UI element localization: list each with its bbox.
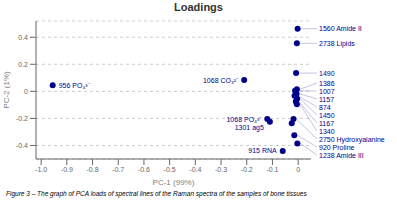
svg-text:920 Proline: 920 Proline — [319, 144, 355, 151]
svg-text:-0.8: -0.8 — [87, 166, 99, 173]
svg-text:PC-1 (99%): PC-1 (99%) — [153, 178, 195, 187]
svg-text:-0.9: -0.9 — [61, 166, 73, 173]
svg-text:0.2: 0.2 — [18, 61, 28, 68]
html-text:Loadings: Loadings — [174, 1, 223, 13]
svg-text:-0.2: -0.2 — [16, 115, 28, 122]
svg-text:1167: 1167 — [319, 120, 334, 127]
svg-text:1450: 1450 — [319, 112, 335, 119]
svg-text:1238 Amide III: 1238 Amide III — [319, 152, 364, 159]
svg-text:2750 Hydroxyalanine: 2750 Hydroxyalanine — [319, 136, 385, 144]
svg-text:1007: 1007 — [319, 88, 335, 95]
svg-text:1301 ag5: 1301 ag5 — [235, 124, 264, 132]
svg-text:956 PO₄³⁻: 956 PO₄³⁻ — [59, 82, 91, 89]
svg-text:874: 874 — [319, 104, 331, 111]
svg-text:1560 Amide II: 1560 Amide II — [319, 25, 362, 32]
svg-text:-0.3: -0.3 — [215, 166, 227, 173]
svg-text:1490: 1490 — [319, 70, 335, 77]
svg-text:-0.2: -0.2 — [241, 166, 253, 173]
svg-text:-0.1: -0.1 — [266, 166, 278, 173]
svg-text:0: 0 — [296, 166, 300, 173]
svg-text:915 RNA: 915 RNA — [248, 147, 277, 154]
svg-text:-0.4: -0.4 — [16, 142, 28, 149]
svg-text:0: 0 — [24, 88, 28, 95]
svg-text:1157: 1157 — [319, 96, 334, 103]
svg-text:0.4: 0.4 — [18, 34, 28, 41]
svg-text:-1.0: -1.0 — [35, 166, 47, 173]
svg-text:1386: 1386 — [319, 80, 335, 87]
svg-text:2738 Lipids: 2738 Lipids — [319, 40, 355, 48]
svg-text:1340: 1340 — [319, 128, 335, 135]
svg-text:PC-2 (1%): PC-2 (1%) — [8, 71, 11, 109]
html-text:Figure 3 – The graph of PCA lo: Figure 3 – The graph of PCA loads of spe… — [6, 190, 307, 197]
svg-text:1068 PO₄³⁻: 1068 PO₄³⁻ — [226, 116, 262, 123]
svg-text:-0.6: -0.6 — [138, 166, 150, 173]
svg-text:-0.7: -0.7 — [112, 166, 124, 173]
svg-text:-0.4: -0.4 — [189, 166, 201, 173]
svg-text:1068 CO₃²⁻: 1068 CO₃²⁻ — [203, 77, 239, 84]
svg-text:-0.5: -0.5 — [164, 166, 176, 173]
